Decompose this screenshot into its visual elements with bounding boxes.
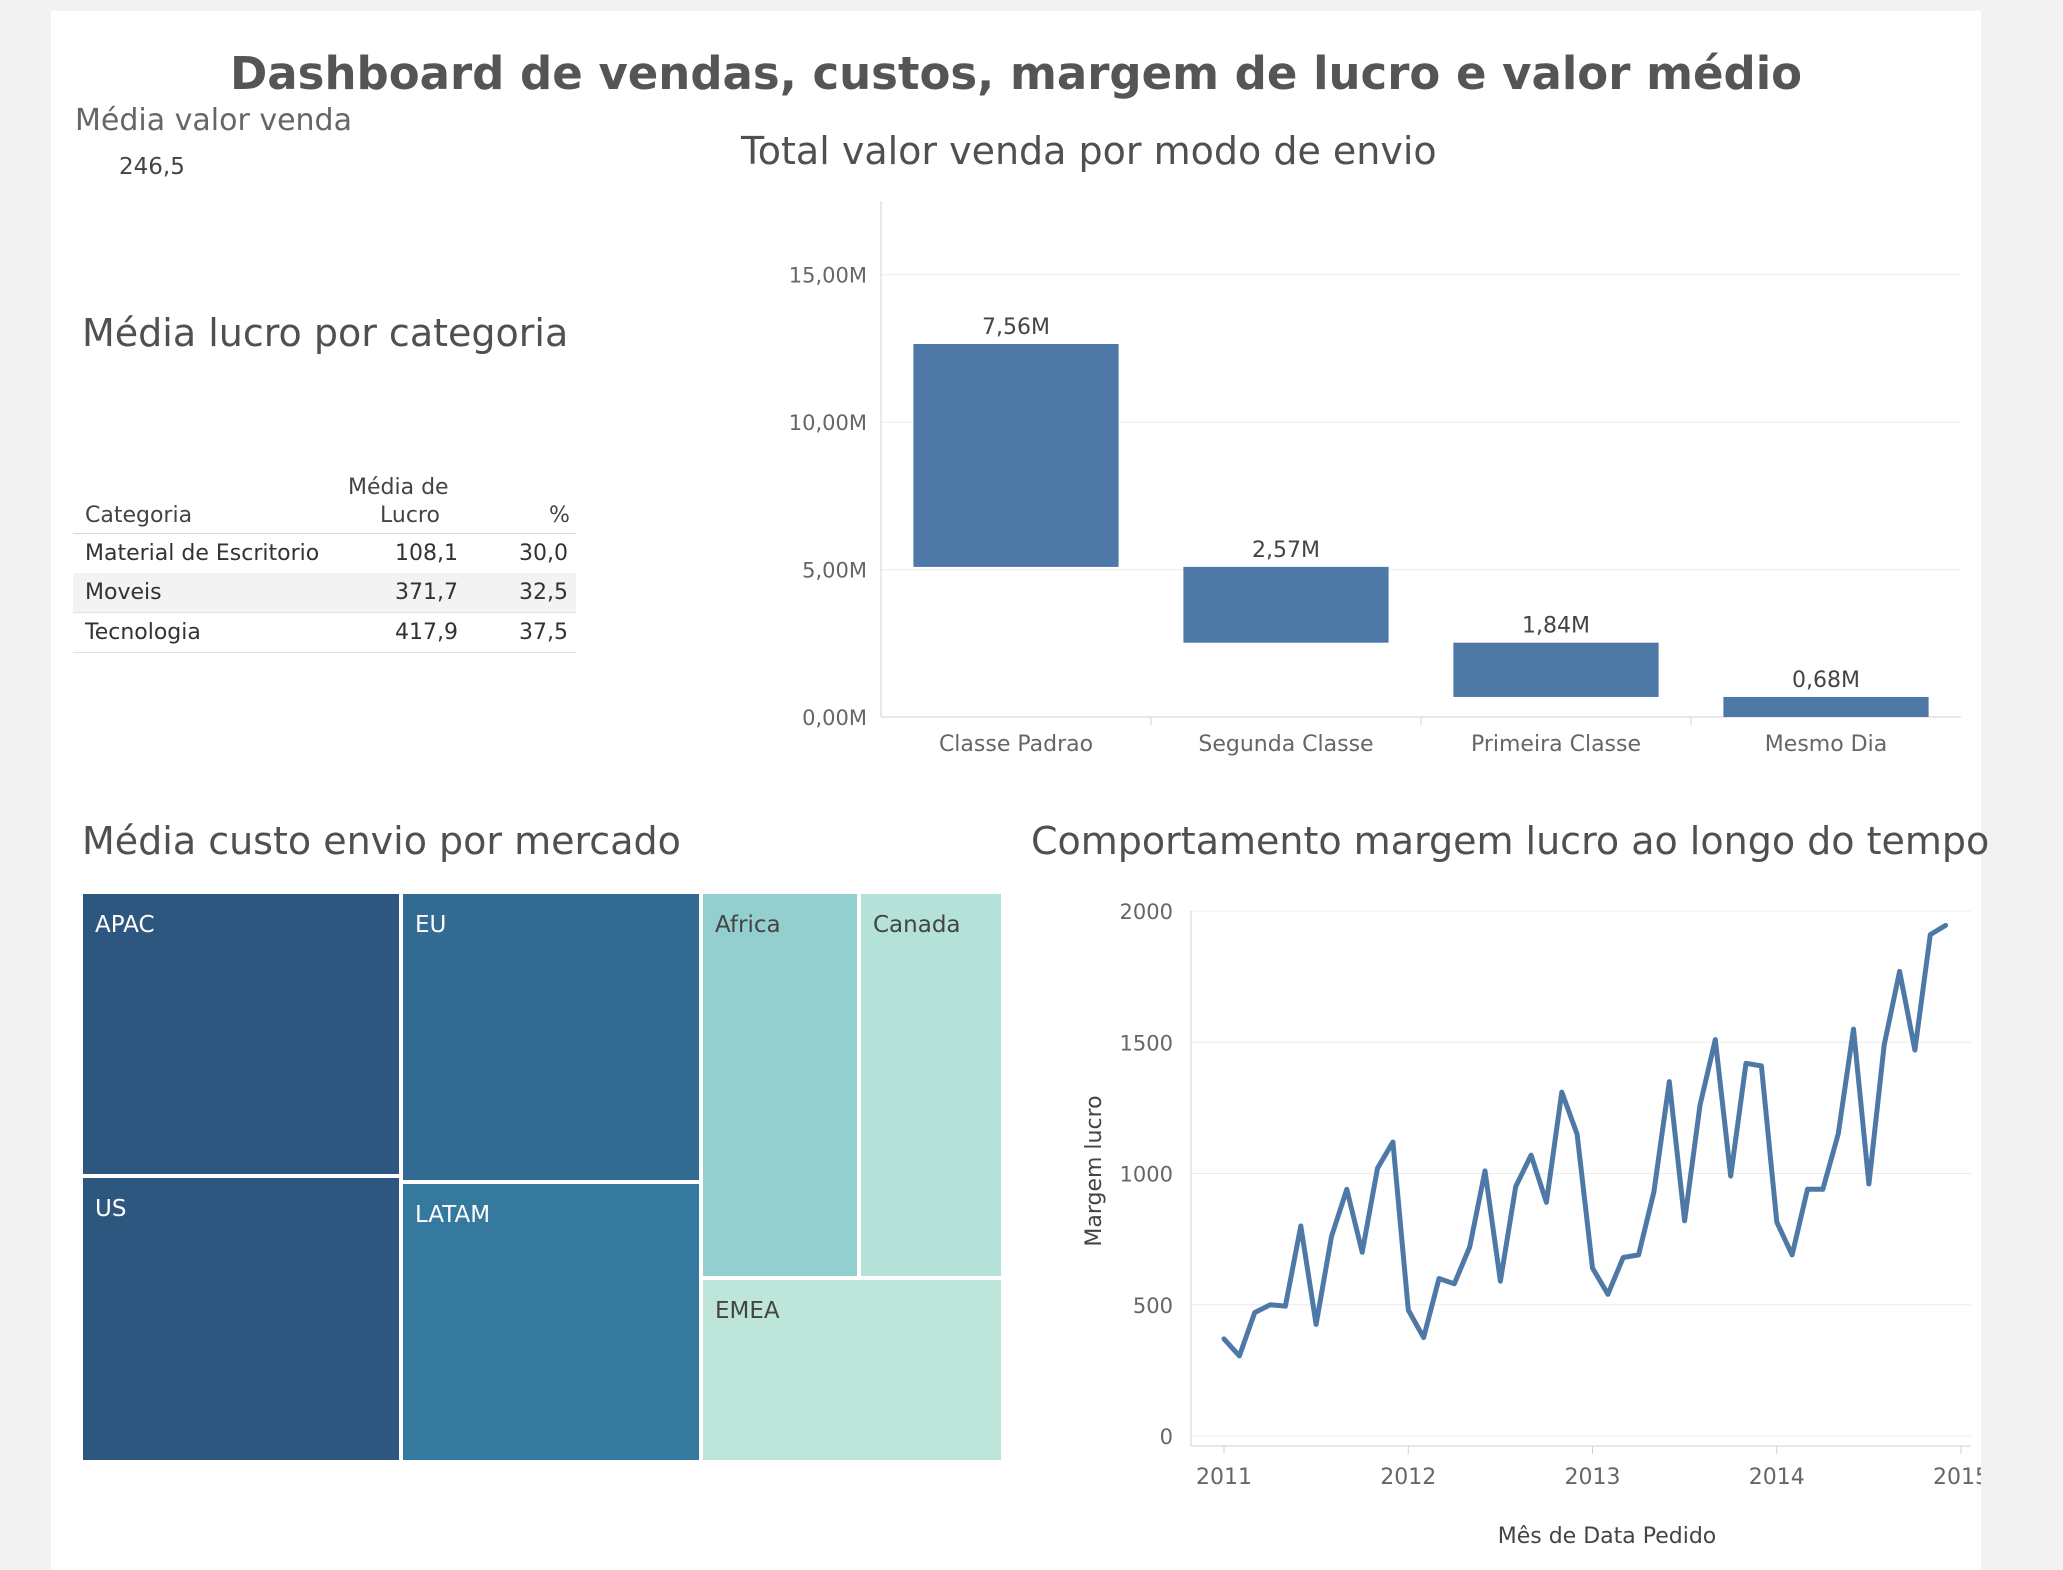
data-label: 2,57M — [1252, 538, 1320, 563]
x-tick-label: Primeira Classe — [1471, 732, 1641, 757]
bar — [913, 344, 1119, 567]
series-line — [1221, 922, 1949, 1359]
cell-pct: 30,0 — [519, 541, 568, 566]
cell-pct: 37,5 — [519, 620, 568, 645]
data-label: 1,84M — [1522, 614, 1590, 639]
x-axis-label: Mês de Data Pedido — [1498, 1524, 1717, 1549]
header-category: Categoria — [85, 503, 193, 528]
trend-chart-title: Comportamento margem lucro ao longo do t… — [1031, 819, 1990, 863]
y-tick-label: 500 — [1133, 1294, 1173, 1318]
x-tick-label: Classe Padrao — [939, 732, 1093, 757]
treemap-cell-us: US — [81, 1176, 401, 1462]
treemap-cell-canada: Canada — [859, 892, 1003, 1278]
table-row: Moveis 371,7 32,5 — [73, 573, 576, 613]
bar — [1183, 566, 1389, 643]
cell-avg: 371,7 — [395, 580, 458, 605]
treemap-label: APAC — [95, 912, 155, 938]
y-axis-label: Margem lucro — [1082, 1095, 1107, 1246]
bar — [1453, 642, 1659, 697]
bar — [1723, 696, 1929, 717]
y-tick-label: 15,00M — [789, 264, 867, 288]
data-label: 0,68M — [1792, 668, 1860, 693]
data-label: 7,56M — [982, 315, 1050, 340]
y-tick-label: 10,00M — [789, 411, 867, 435]
y-tick-label: 0 — [1160, 1425, 1173, 1449]
dashboard-title: Dashboard de vendas, custos, margem de l… — [229, 47, 1803, 100]
x-tick-label: 2011 — [1196, 1465, 1252, 1490]
treemap-cell-africa: Africa — [701, 892, 859, 1278]
cell-category: Material de Escritorio — [85, 541, 320, 566]
cell-avg: 108,1 — [395, 541, 458, 566]
treemap-cell-apac: APAC — [81, 892, 401, 1176]
treemap-label: US — [95, 1196, 127, 1222]
cell-avg: 417,9 — [395, 620, 458, 645]
treemap-label: EMEA — [715, 1298, 780, 1324]
table-row: Tecnologia 417,9 37,5 — [73, 613, 576, 653]
kpi-title: Média valor venda — [75, 103, 352, 138]
y-tick-label: 2000 — [1120, 900, 1173, 924]
cell-category: Tecnologia — [85, 620, 201, 645]
y-tick-label: 0,00M — [802, 706, 867, 730]
treemap-title: Média custo envio por mercado — [82, 819, 681, 863]
x-tick-label: 2013 — [1565, 1465, 1621, 1490]
treemap-cell-emea: EMEA — [701, 1278, 1003, 1462]
treemap-cell-eu: EU — [401, 892, 701, 1182]
cell-pct: 32,5 — [519, 580, 568, 605]
treemap-label: Africa — [715, 912, 781, 938]
y-tick-label: 5,00M — [802, 559, 867, 583]
cell-category: Moveis — [85, 580, 162, 605]
table-row: Material de Escritorio 108,1 30,0 — [73, 533, 576, 574]
header-pct: % — [549, 503, 570, 528]
x-tick-label: 2015 — [1933, 1465, 1981, 1490]
x-tick-label: 2014 — [1749, 1465, 1805, 1490]
shipping-chart-title: Total valor venda por modo de envio — [741, 129, 1437, 173]
profit-line-chart: 0 500 1000 1500 2000 2011 2012 2013 2014 2015 Mês … — [1082, 900, 1981, 1549]
profit-table-title: Média lucro por categoria — [82, 311, 569, 355]
market-treemap: APAC EU Africa Canada US LATAM EMEA — [81, 892, 1003, 1462]
y-tick-label: 1000 — [1120, 1163, 1173, 1187]
x-tick-label: Segunda Classe — [1198, 732, 1373, 757]
treemap-label: LATAM — [415, 1202, 491, 1228]
header-avg-line1: Média de — [348, 475, 449, 500]
treemap-cell-latam: LATAM — [401, 1182, 701, 1462]
header-avg-line2: Lucro — [380, 503, 440, 528]
kpi-value: 246,5 — [119, 154, 185, 180]
y-tick-label: 1500 — [1120, 1031, 1173, 1055]
shipping-bar-chart: 0,00M 5,00M 10,00M 15,00M 7,56M Classe Padrao… — [789, 201, 1961, 757]
treemap-label: Canada — [873, 912, 961, 938]
x-tick-label: Mesmo Dia — [1765, 732, 1887, 757]
treemap-label: EU — [415, 912, 447, 938]
dashboard-canvas: Dashboard de vendas, custos, margem de l… — [51, 11, 1989, 1570]
x-tick-label: 2012 — [1380, 1465, 1436, 1490]
